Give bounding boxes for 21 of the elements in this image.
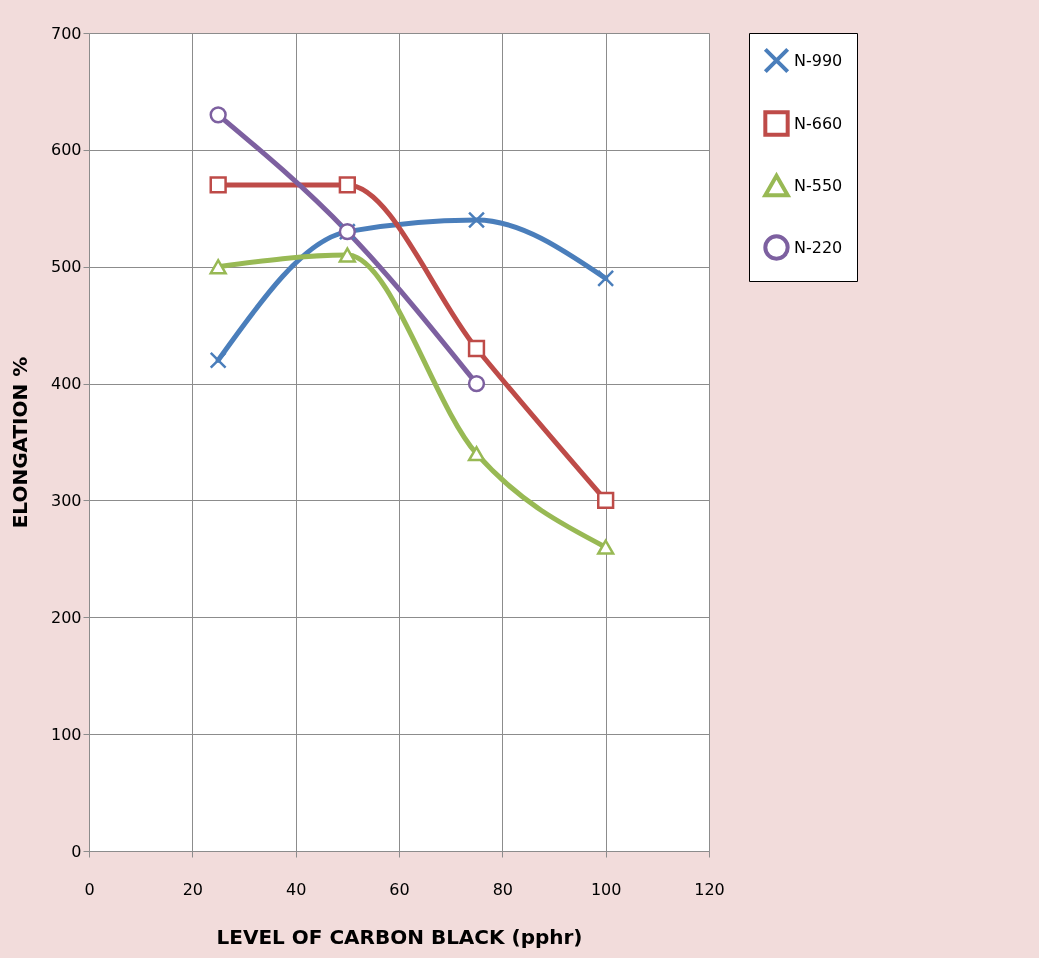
x-tick-label: 20	[182, 879, 204, 899]
y-tick-label: 500	[50, 257, 82, 277]
x-tick-label: 40	[285, 879, 307, 899]
legend-label: N-990	[794, 50, 843, 70]
legend-label: N-220	[794, 237, 843, 257]
y-tick-label: 200	[50, 607, 82, 627]
legend-label: N-660	[794, 113, 843, 133]
x-tick-label: 100	[590, 879, 622, 899]
y-tick-label: 600	[50, 140, 82, 160]
y-tick-label: 700	[50, 23, 82, 43]
x-axis-title: LEVEL OF CARBON BLACK (pphr)	[216, 924, 583, 949]
y-tick-label: 300	[50, 490, 82, 510]
y-tick-label: 0	[71, 841, 82, 861]
y-tick-label: 400	[50, 374, 82, 394]
y-axis-title: ELONGATION %	[7, 356, 32, 529]
x-tick-label: 80	[492, 879, 514, 899]
x-tick-label: 60	[389, 879, 410, 899]
legend-label: N-550	[794, 175, 843, 195]
x-tick-label: 0	[84, 879, 95, 899]
x-tick-label: 120	[694, 879, 725, 899]
y-tick-label: 100	[50, 724, 82, 744]
